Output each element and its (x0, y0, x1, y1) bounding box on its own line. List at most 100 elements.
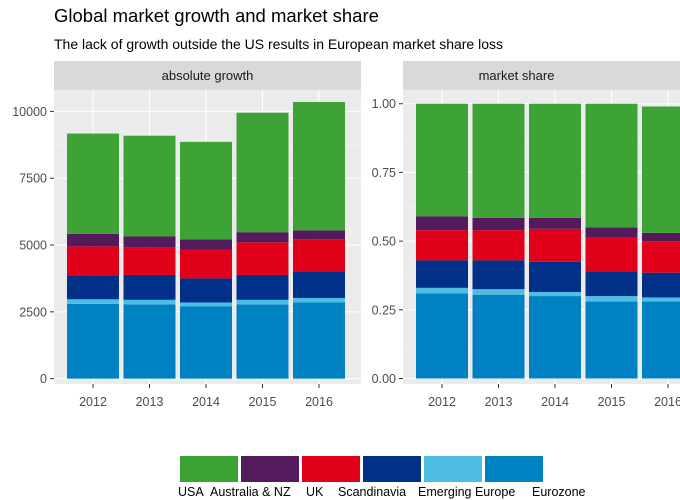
bar-segment-eurozone-2012 (67, 303, 119, 379)
x-tick-label: 2014 (192, 395, 220, 409)
bar-segment-emerging-europe-2016 (642, 297, 680, 302)
x-tick-label: 2012 (428, 395, 456, 409)
facet-strip-label: absolute growth (162, 68, 254, 83)
x-tick-label: 2013 (485, 395, 513, 409)
bar-segment-emerging-europe-2015 (585, 296, 638, 302)
y-tick-label: 1.00 (372, 97, 396, 111)
chart-title: Global market growth and market share (54, 5, 379, 26)
legend-label-usa: USA (178, 485, 204, 499)
bar-segment-scandinavia-2014 (529, 261, 581, 292)
bar-segment-emerging-europe-2012 (67, 299, 119, 304)
bar-segment-scandinavia-2013 (123, 274, 176, 300)
bar-segment-usa-2014 (529, 103, 581, 218)
bar-segment-usa-2014 (180, 141, 232, 240)
bar-segment-scandinavia-2016 (642, 272, 680, 298)
y-tick-label: 0.50 (372, 235, 396, 249)
bar-segment-emerging-europe-2013 (472, 289, 525, 295)
y-tick-label: 7500 (19, 172, 47, 186)
bar-segment-eurozone-2012 (416, 293, 468, 379)
x-tick-label: 2016 (654, 395, 680, 409)
y-tick-label: 0.25 (372, 303, 396, 317)
bar-segment-eurozone-2013 (123, 304, 176, 379)
facet-strip (403, 61, 680, 90)
bar-segment-usa-2015 (585, 103, 638, 228)
bar-segment-scandinavia-2012 (67, 275, 119, 300)
x-tick-label: 2012 (79, 395, 107, 409)
bar-segment-scandinavia-2016 (293, 271, 345, 298)
bar-segment-uk-2015 (585, 237, 638, 272)
bar-segment-uk-2014 (180, 249, 232, 279)
bar-segment-eurozone-2014 (529, 296, 581, 379)
bar-segment-eurozone-2015 (236, 304, 289, 379)
bar-segment-uk-2016 (293, 239, 345, 272)
bar-segment-emerging-europe-2012 (416, 287, 468, 294)
legend-label-scandinavia: Scandinavia (338, 485, 406, 499)
bar-segment-australia-nz-2012 (416, 216, 468, 231)
facet-panels: absolute growth 0 2500 5000 7500 10000 2012 201… (12, 61, 680, 409)
legend-key-australia-nz (241, 456, 299, 482)
bar-segment-uk-2015 (236, 242, 289, 275)
legend-label-emerging-europe: Emerging Europe (418, 485, 515, 499)
bar-segment-emerging-europe-2015 (236, 299, 289, 305)
legend-item-usa: USA (178, 456, 238, 499)
legend: USA Australia & NZ UK Scandinavia Emerging E… (178, 456, 586, 499)
x-tick-label: 2014 (541, 395, 569, 409)
bar-segment-usa-2012 (416, 103, 468, 217)
bar-segment-australia-nz-2013 (123, 236, 176, 248)
legend-label-uk: UK (306, 485, 324, 499)
bar-segment-australia-nz-2014 (529, 217, 581, 229)
bar-segment-eurozone-2014 (180, 306, 232, 379)
legend-key-scandinavia (363, 456, 421, 482)
bar-segment-eurozone-2015 (585, 301, 638, 379)
bar-segment-usa-2016 (293, 102, 345, 231)
y-tick-label: 10000 (12, 105, 47, 119)
legend-label-australia-nz: Australia & NZ (210, 485, 291, 499)
bar-segment-uk-2013 (123, 247, 176, 275)
bar-segment-emerging-europe-2013 (123, 299, 176, 305)
bar-segment-australia-nz-2016 (293, 230, 345, 240)
legend-item-uk: UK (302, 456, 360, 499)
x-tick-label: 2013 (136, 395, 164, 409)
bar-segment-usa-2013 (123, 135, 176, 237)
bar-segment-eurozone-2013 (472, 294, 525, 379)
y-tick-label: 2500 (19, 305, 47, 319)
x-tick-label: 2016 (305, 395, 333, 409)
y-tick-label: 5000 (19, 239, 47, 253)
facet-panel-market-share: market share 0.00 0.25 0.50 0.75 1.00 2012 2013… (372, 61, 680, 409)
legend-item-emerging-europe: Emerging Europe (418, 456, 515, 499)
bar-segment-usa-2013 (472, 103, 525, 218)
bar-segment-emerging-europe-2016 (293, 297, 345, 303)
bar-segment-australia-nz-2015 (585, 227, 638, 237)
bar-segment-uk-2012 (67, 246, 119, 276)
bar-segment-scandinavia-2013 (472, 260, 525, 290)
legend-key-eurozone (485, 456, 543, 482)
bar-segment-australia-nz-2013 (472, 217, 525, 231)
bar-segment-usa-2015 (236, 112, 289, 233)
bar-segment-australia-nz-2012 (67, 233, 119, 247)
y-tick-label: 0.75 (372, 166, 396, 180)
bar-segment-eurozone-2016 (293, 302, 345, 379)
bar-segment-scandinavia-2015 (585, 271, 638, 297)
legend-item-scandinavia: Scandinavia (338, 456, 421, 499)
legend-key-usa (180, 456, 238, 482)
chart-subtitle: The lack of growth outside the US result… (54, 36, 503, 52)
bar-segment-scandinavia-2014 (180, 278, 232, 303)
bar-segment-uk-2013 (472, 230, 525, 261)
legend-item-eurozone: Eurozone (485, 456, 586, 499)
bar-segment-uk-2014 (529, 228, 581, 262)
legend-key-uk (302, 456, 360, 482)
bar-segment-scandinavia-2015 (236, 274, 289, 300)
legend-item-australia-nz: Australia & NZ (210, 456, 299, 499)
bar-segment-usa-2016 (642, 106, 680, 233)
bar-segment-emerging-europe-2014 (529, 291, 581, 297)
bar-segment-emerging-europe-2014 (180, 302, 232, 307)
bar-segment-uk-2012 (416, 230, 468, 261)
facet-strip (54, 61, 361, 90)
facet-panel-absolute-growth: absolute growth 0 2500 5000 7500 10000 2012 201… (12, 61, 361, 409)
x-tick-label: 2015 (598, 395, 626, 409)
y-tick-label: 0 (40, 372, 47, 386)
x-tick-label: 2015 (249, 395, 277, 409)
bar-segment-usa-2012 (67, 133, 119, 234)
bar-segment-australia-nz-2015 (236, 232, 289, 243)
